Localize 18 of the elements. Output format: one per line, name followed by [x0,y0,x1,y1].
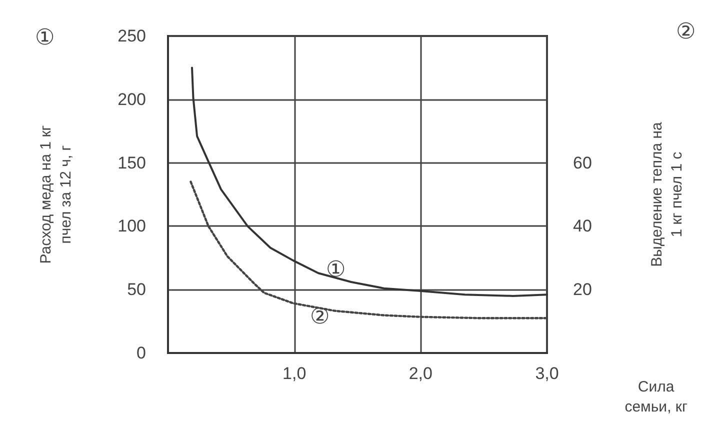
y2-axis-title: Выделение тепла на 1 кг пчел 1 с [648,121,686,267]
y-tick-label: 150 [118,153,146,172]
x-tick-label: 2,0 [408,364,432,383]
y-axis-title: Расход меда на 1 кг пчел за 12 ч, г [38,124,74,264]
y2-tick-label: 20 [573,280,592,300]
annotation: ① [326,256,346,282]
y-tick-label: 50 [127,280,146,300]
y-tick-label: 100 [118,216,146,236]
y2-tick-label: 40 [573,216,592,236]
y2-tick-label: 60 [573,153,592,172]
x-tick-label: 1,0 [282,364,306,383]
y-tick-label: 250 [118,26,146,46]
y-tick-label: 200 [118,90,146,109]
text: ② [676,18,696,44]
x-axis-title: Сила семьи, кг [624,378,688,416]
text: ① [35,24,55,50]
y-tick-label: 0 [136,344,146,362]
x-tick-label: 3,0 [535,364,559,383]
